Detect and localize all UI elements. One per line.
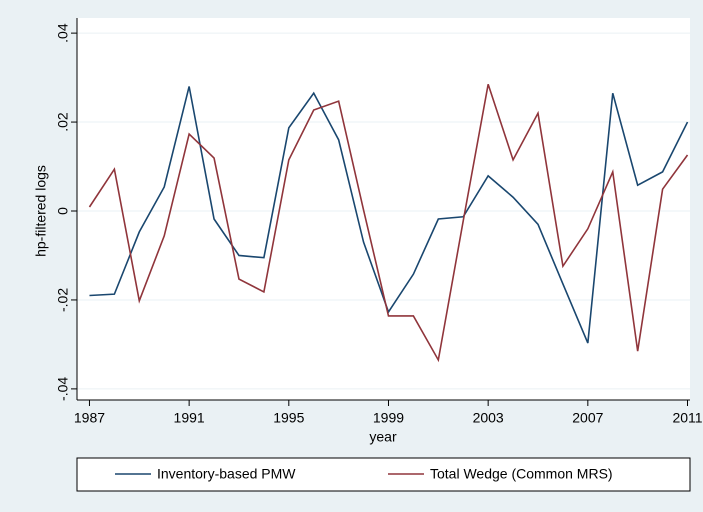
series-line: [89, 86, 689, 344]
y-tick-label: 0: [55, 207, 71, 215]
legend-label: Inventory-based PMW: [157, 466, 296, 482]
x-tick-label: 2007: [572, 410, 603, 426]
y-tick-label: .04: [55, 23, 71, 43]
x-tick-label: 1999: [373, 410, 404, 426]
y-tick-label: .02: [55, 112, 71, 132]
y-axis-title: hp-filtered logs: [33, 165, 49, 257]
x-axis-title: year: [369, 429, 397, 445]
legend-box: [76, 457, 691, 492]
x-tick-label: 1987: [74, 410, 105, 426]
series-line: [88, 84, 689, 363]
x-tick-label: 2003: [473, 410, 504, 426]
y-tick-label: -.02: [55, 288, 71, 312]
plot-area: [77, 18, 690, 400]
x-tick-label: 1995: [273, 410, 304, 426]
legend-label: Total Wedge (Common MRS): [430, 466, 613, 482]
x-tick-label: 1991: [174, 410, 205, 426]
x-tick-label: 2011: [672, 410, 702, 426]
y-tick-label: -.04: [55, 377, 71, 401]
